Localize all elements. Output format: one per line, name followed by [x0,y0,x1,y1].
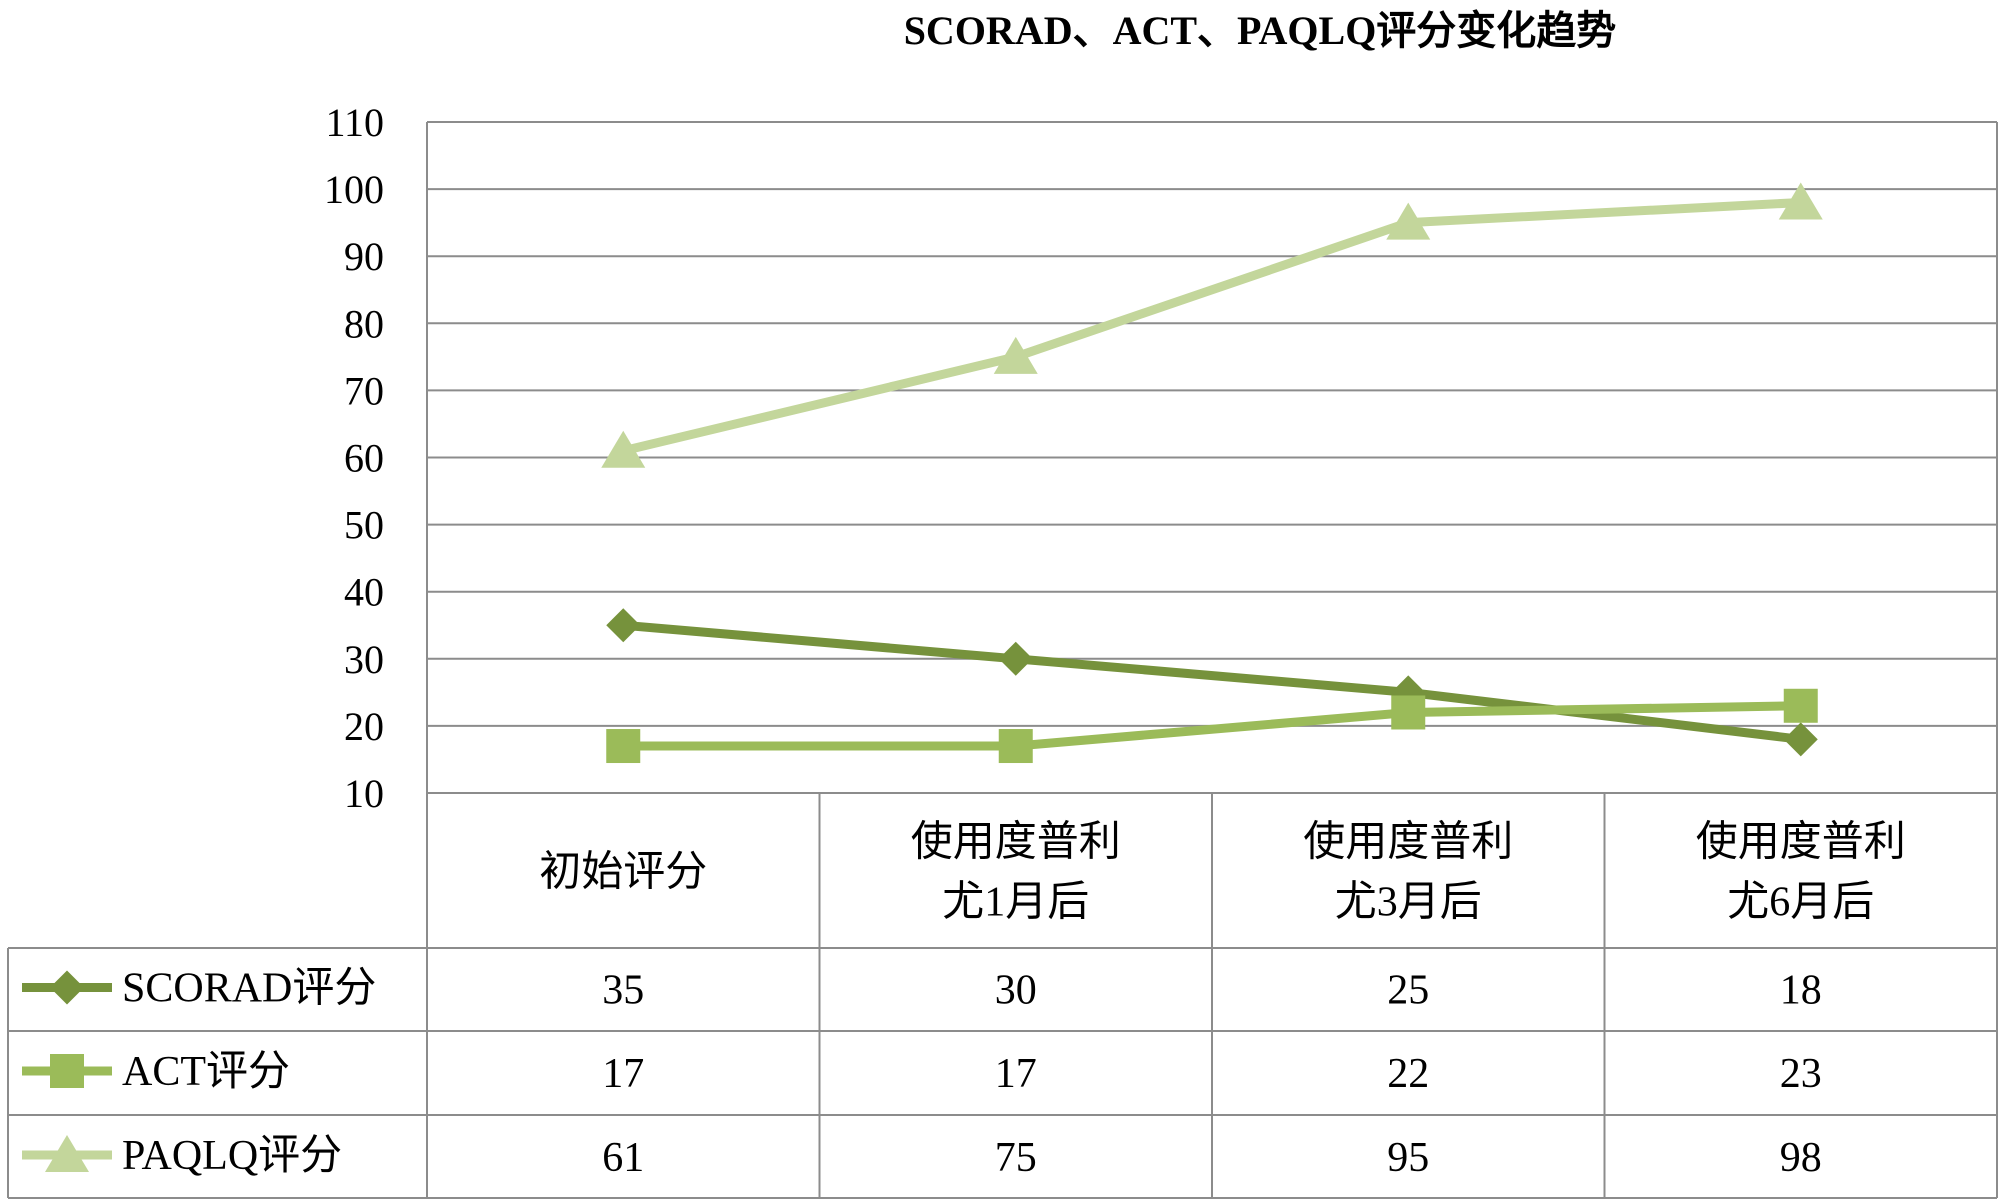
chart-title: SCORAD、ACT、PAQLQ评分变化趋势 [904,8,1617,53]
data-point [50,970,84,1005]
data-point [606,729,641,764]
x-category-label: 尤1月后 [942,880,1089,926]
x-category-label: 尤6月后 [1727,880,1874,926]
series-line [618,198,1806,456]
y-tick-label: 70 [344,368,384,413]
legend-label: PAQLQ评分 [122,1133,342,1179]
y-tick-label: 100 [324,167,384,212]
data-point [998,729,1033,764]
y-tick-label: 80 [344,301,384,346]
data-point [45,1135,89,1172]
data-label: 98 [1780,1135,1822,1181]
data-label: 17 [602,1051,644,1097]
series-lines [601,182,1823,764]
data-point [1386,202,1431,240]
x-category-label: 使用度普利 [911,820,1121,866]
y-tick-label: 110 [325,100,384,145]
y-tick-label: 50 [344,503,384,548]
legend-label: ACT评分 [122,1049,290,1095]
data-point [1391,695,1426,730]
data-label: 95 [1387,1135,1429,1181]
data-point [998,641,1033,676]
x-category-label: 使用度普利 [1303,820,1513,866]
data-label: 22 [1387,1051,1429,1097]
y-axis: 10 20 30 40 50 60 70 80 90 100 110 [324,100,428,816]
data-point [993,336,1038,374]
data-point [601,430,646,468]
data-label: 17 [995,1051,1037,1097]
y-tick-label: 40 [344,570,384,615]
data-label: 35 [602,968,644,1014]
y-tick-label: 10 [344,771,384,816]
y-tick-label: 20 [344,704,384,749]
series-line [618,701,1806,751]
x-category-label: 使用度普利 [1696,820,1906,866]
data-label: 61 [602,1135,644,1181]
data-label: 25 [1387,968,1429,1014]
data-point [1783,688,1818,723]
data-point [1778,182,1823,220]
grid-lines [427,121,1997,794]
y-tick-label: 90 [344,234,384,279]
y-tick-label: 60 [344,436,384,481]
data-point [1783,722,1818,757]
data-label: 30 [995,968,1037,1014]
data-label: 75 [995,1135,1037,1181]
x-category-label: 初始评分 [539,850,707,896]
data-label: 18 [1780,968,1822,1014]
legend-label: SCORAD评分 [122,966,376,1012]
x-category-label: 尤3月后 [1335,880,1482,926]
y-tick-label: 30 [344,637,384,682]
series-line [618,620,1806,744]
data-point [606,608,641,643]
data-point [50,1054,84,1088]
data-label: 23 [1780,1051,1822,1097]
